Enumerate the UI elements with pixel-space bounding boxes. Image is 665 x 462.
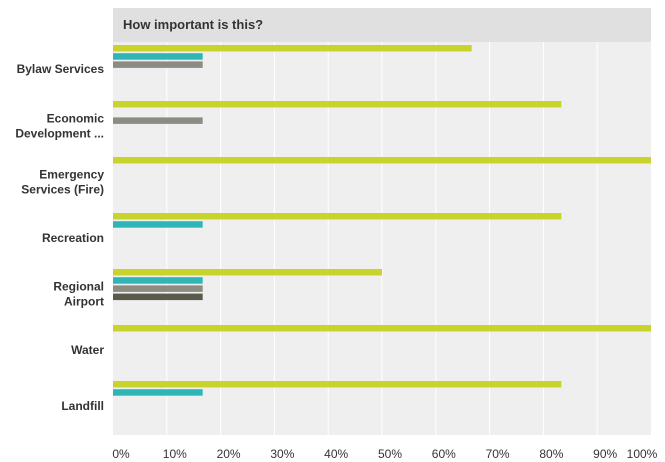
x-tick-label: 30% (270, 447, 294, 461)
category-label: Recreation (42, 231, 104, 245)
bar (113, 221, 203, 228)
category-label: Services (Fire) (21, 183, 104, 197)
bar (113, 389, 203, 396)
x-tick-label: 60% (432, 447, 456, 461)
bar (113, 45, 472, 52)
x-tick-label: 80% (539, 447, 563, 461)
category-label: Landfill (61, 399, 104, 413)
category-label: Bylaw Services (17, 62, 105, 76)
category-label: Water (71, 343, 104, 357)
chart-header (113, 8, 651, 42)
x-tick-label: 0% (112, 447, 130, 461)
bar (113, 381, 562, 388)
category-label: Emergency (39, 168, 104, 182)
bars (113, 45, 651, 396)
chart-title: How important is this? (123, 17, 263, 32)
bar (113, 277, 203, 284)
bar (113, 117, 203, 124)
category-label: Airport (64, 295, 104, 309)
bar (113, 325, 651, 332)
bar (113, 293, 203, 301)
x-tick-label: 20% (217, 447, 241, 461)
x-tick-label: 70% (486, 447, 510, 461)
bar (113, 213, 562, 220)
x-tick-label: 50% (378, 447, 402, 461)
bar (113, 157, 651, 164)
bar (113, 61, 203, 68)
bar (113, 53, 203, 60)
x-tick-label: 90% (593, 447, 617, 461)
x-axis-ticks: 0% 10% 20% 30% 40% 50% 60% 70% 80% 90% 100% (112, 447, 657, 461)
category-label: Economic (47, 112, 105, 126)
bar (113, 285, 203, 292)
bar (113, 101, 562, 108)
x-tick-label: 100% (627, 447, 658, 461)
category-label: Regional (53, 280, 104, 294)
x-tick-label: 10% (163, 447, 187, 461)
bar (113, 269, 382, 276)
x-tick-label: 40% (324, 447, 348, 461)
category-label: Development ... (15, 127, 104, 141)
